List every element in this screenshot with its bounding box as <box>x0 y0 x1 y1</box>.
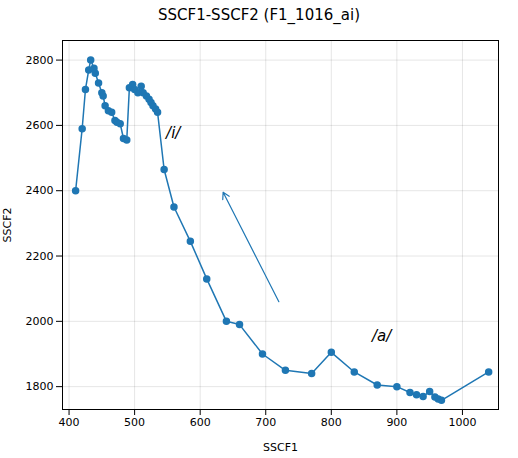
svg-text:1800: 1800 <box>26 380 54 393</box>
svg-text:800: 800 <box>321 416 342 429</box>
svg-text:2800: 2800 <box>26 54 54 67</box>
svg-text:SSCF1: SSCF1 <box>263 441 298 454</box>
svg-text:SSCF2: SSCF2 <box>1 208 14 243</box>
svg-text:400: 400 <box>59 416 80 429</box>
svg-text:1000: 1000 <box>448 416 476 429</box>
svg-text:2000: 2000 <box>26 315 54 328</box>
svg-text:2200: 2200 <box>26 250 54 263</box>
html-text:SSCF1-SSCF2 (F1_1016_ai): SSCF1-SSCF2 (F1_1016_ai) <box>158 6 360 24</box>
svg-text:500: 500 <box>124 416 145 429</box>
svg-text:2600: 2600 <box>26 119 54 132</box>
svg-text:/a/: /a/ <box>370 327 393 345</box>
svg-text:2400: 2400 <box>26 184 54 197</box>
svg-text:900: 900 <box>386 416 407 429</box>
svg-text:700: 700 <box>255 416 276 429</box>
svg-text:/i/: /i/ <box>164 124 182 142</box>
svg-text:600: 600 <box>190 416 211 429</box>
